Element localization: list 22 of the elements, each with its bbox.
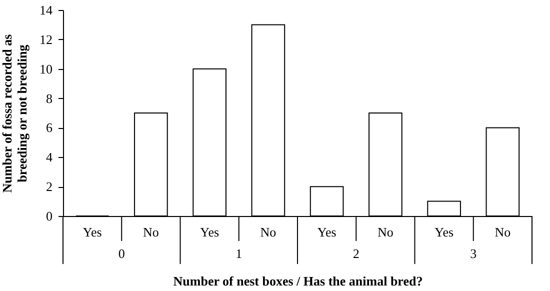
y-tick-label: 2 bbox=[46, 179, 52, 194]
y-tick-label: 4 bbox=[46, 150, 53, 165]
y-tick-label: 12 bbox=[40, 32, 52, 47]
y-tick-label: 6 bbox=[46, 120, 53, 136]
x-tick-label: No bbox=[260, 224, 276, 240]
x-tick-label: Yes bbox=[82, 224, 102, 240]
x-tick-label: Yes bbox=[317, 224, 336, 240]
y-axis-title: Number of fossa recorded as breeding or not breeding bbox=[0, 34, 30, 193]
y-tick-label: 14 bbox=[40, 2, 53, 18]
x-tick-label: Yes bbox=[200, 224, 220, 240]
y-tick-label: 0 bbox=[46, 208, 52, 224]
text: 1 bbox=[236, 246, 242, 261]
x-tick-label: Yes bbox=[434, 224, 454, 240]
x-tick-label: No bbox=[377, 224, 394, 240]
y-tick-label: 10 bbox=[40, 61, 52, 76]
text: 0 bbox=[118, 246, 125, 261]
x-tick-label: No bbox=[494, 224, 511, 240]
text: 2 bbox=[352, 246, 360, 261]
text: 3 bbox=[470, 246, 477, 261]
x-axis-title: Number of nest boxes / Has the animal bred? bbox=[173, 274, 423, 288]
x-tick-label: No bbox=[142, 224, 159, 240]
y-tick-label: 8 bbox=[46, 90, 52, 106]
